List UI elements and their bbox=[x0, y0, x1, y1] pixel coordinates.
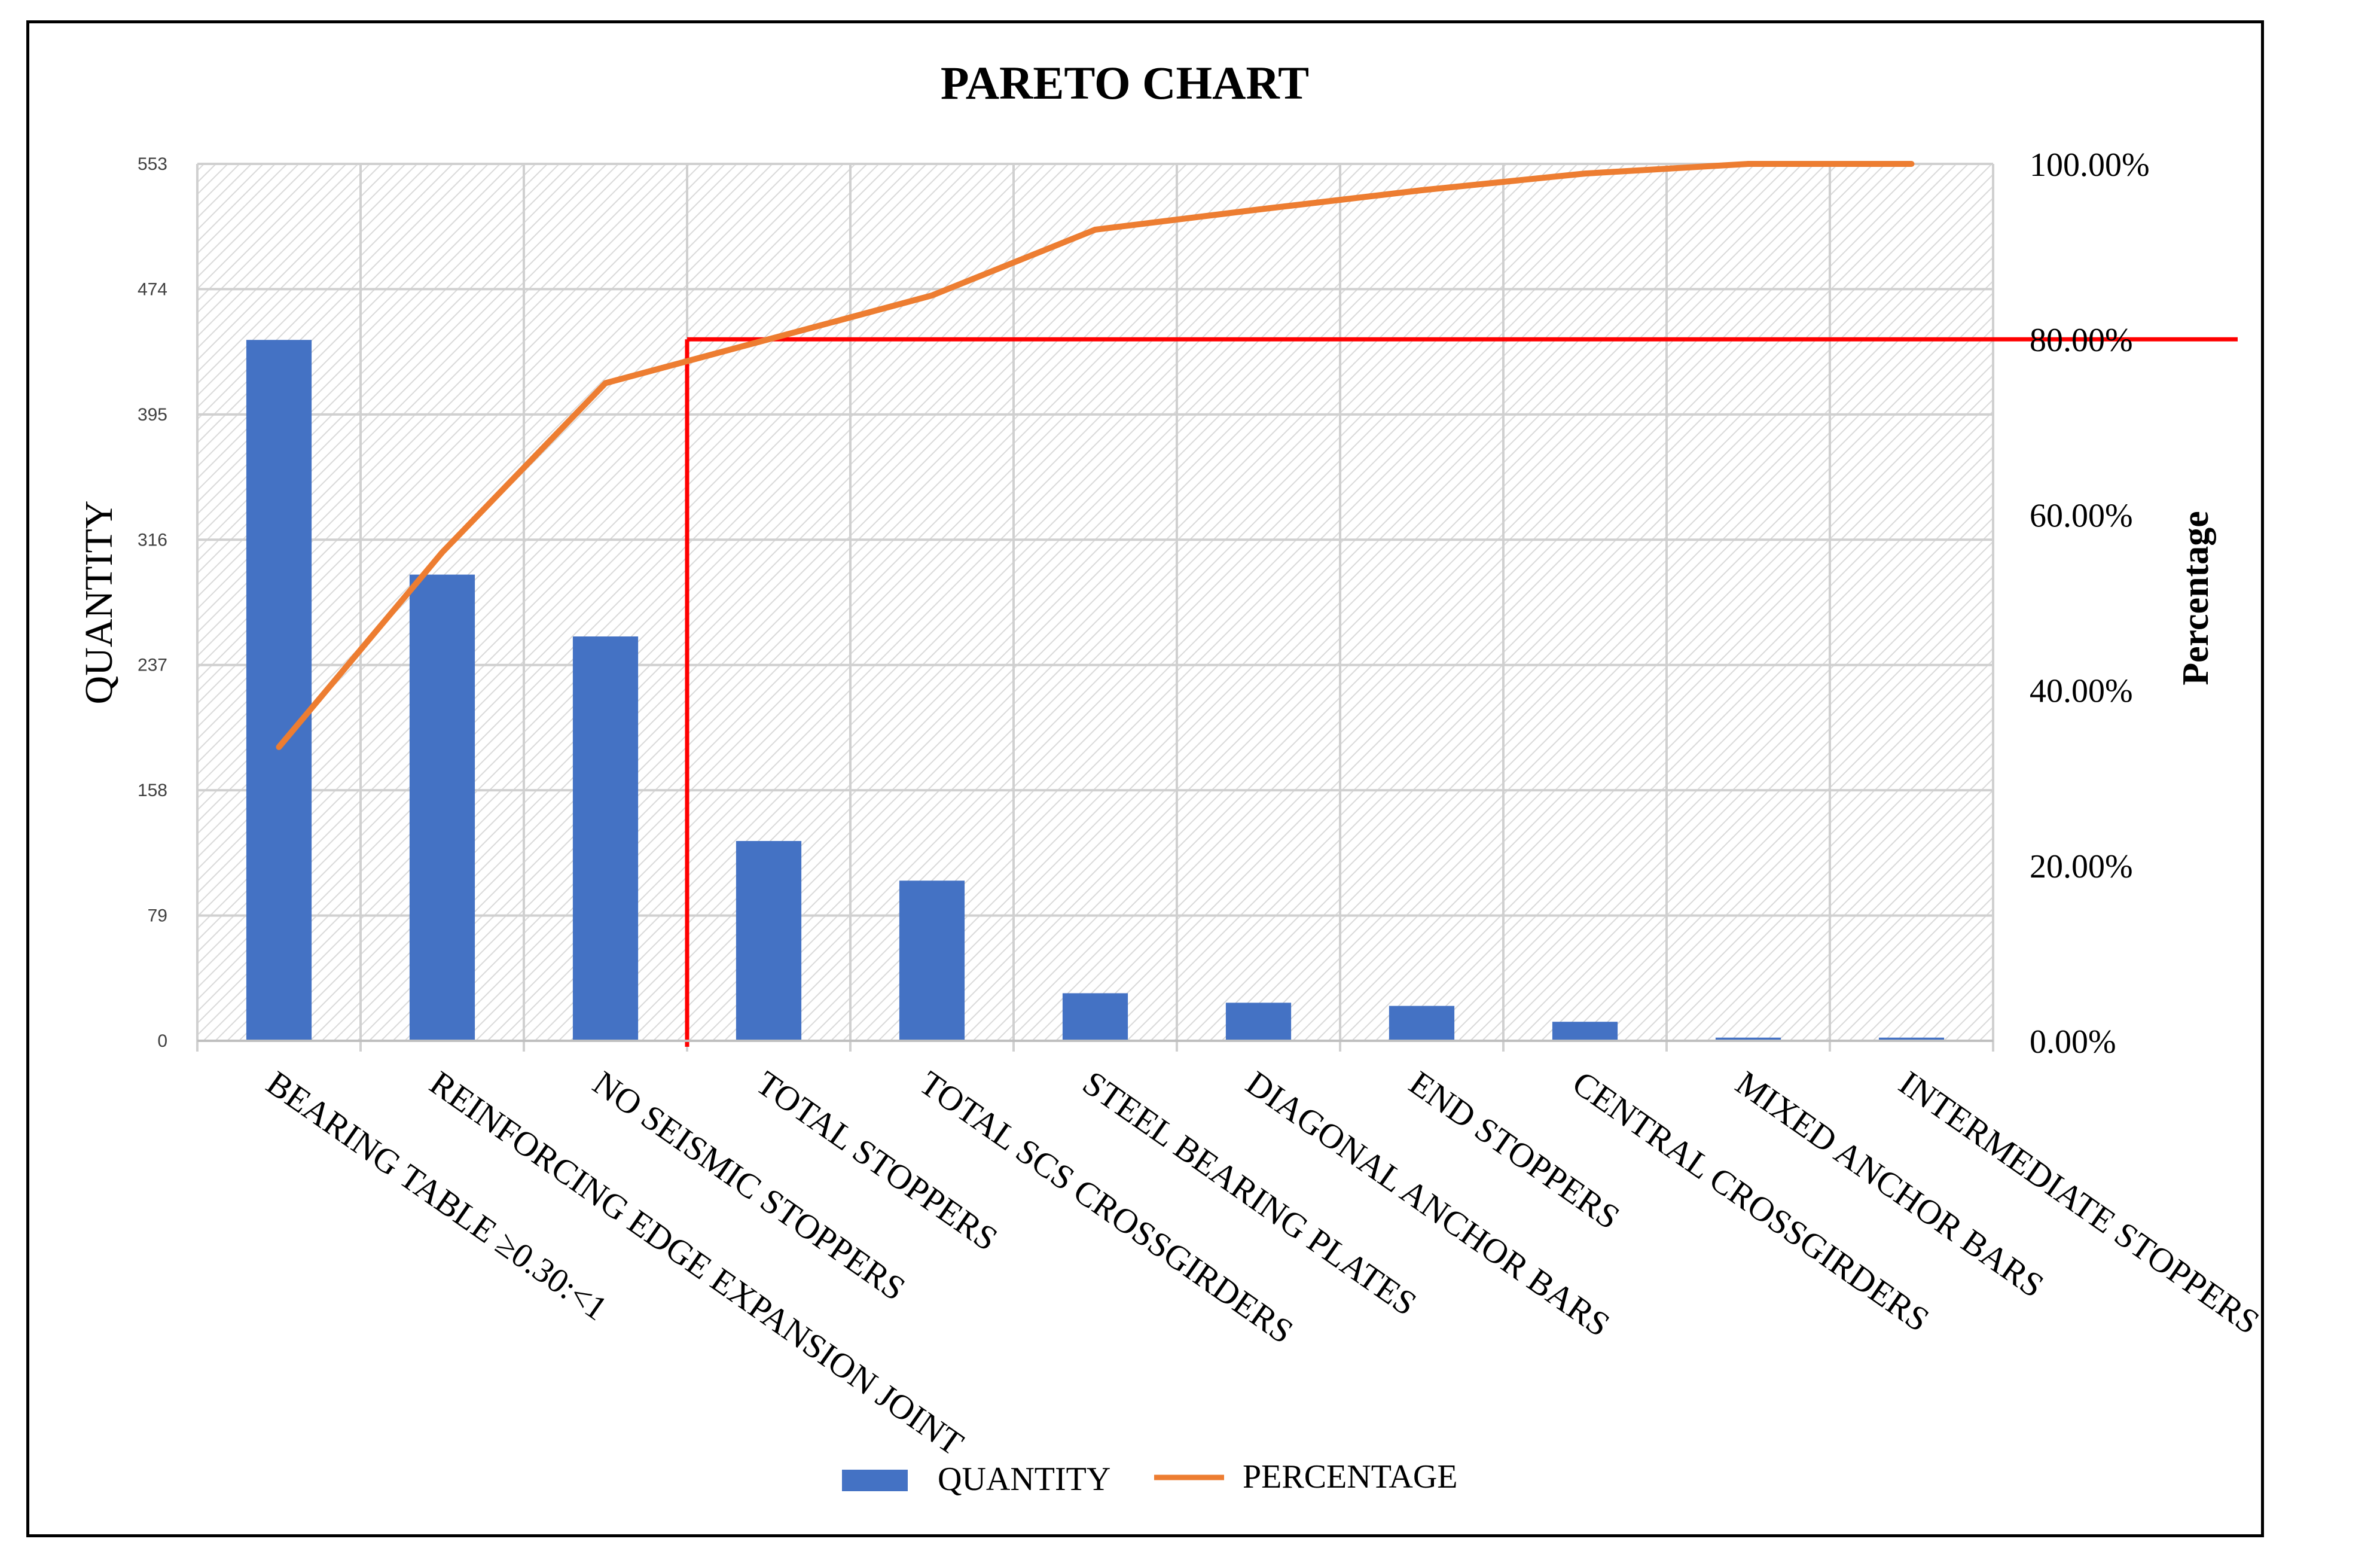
plot-area-background bbox=[197, 164, 1993, 1041]
bar-quantity bbox=[1389, 1006, 1455, 1041]
legend: QUANTITY PERCENTAGE bbox=[842, 1458, 1458, 1498]
percentage-line bbox=[276, 161, 1915, 750]
bar-quantity bbox=[1062, 993, 1128, 1041]
bar-series-quantity bbox=[246, 340, 1945, 1041]
legend-label-quantity: QUANTITY bbox=[938, 1461, 1110, 1498]
y-tick-label-left: 395 bbox=[138, 405, 167, 425]
bar-quantity bbox=[409, 574, 475, 1041]
gridlines bbox=[196, 163, 1994, 1052]
bar-quantity bbox=[1715, 1037, 1781, 1041]
bar-quantity bbox=[899, 880, 965, 1041]
legend-label-percentage: PERCENTAGE bbox=[1243, 1458, 1458, 1495]
y-tick-label-right: 60.00% bbox=[2030, 497, 2133, 534]
y-axis-title-right: Percentage bbox=[2175, 511, 2216, 685]
y-axis-title-left: QUANTITY bbox=[77, 501, 121, 705]
bar-quantity bbox=[1552, 1022, 1618, 1041]
y-tick-label-left: 158 bbox=[138, 781, 167, 800]
bar-quantity bbox=[1225, 1003, 1292, 1041]
pareto-threshold bbox=[685, 337, 2238, 1047]
y-tick-label-left: 474 bbox=[138, 279, 167, 299]
y-tick-label-left: 553 bbox=[138, 154, 167, 174]
bar-quantity bbox=[246, 340, 312, 1041]
y-tick-label-left: 79 bbox=[148, 906, 167, 926]
y-tick-label-left: 237 bbox=[138, 656, 167, 675]
chart-title: PARETO CHART bbox=[941, 57, 1309, 109]
bar-quantity bbox=[736, 840, 802, 1041]
bar-quantity bbox=[1878, 1037, 1945, 1041]
y-tick-label-right: 0.00% bbox=[2030, 1023, 2116, 1061]
x-tick-label: MIXED ANCHOR BARS bbox=[1729, 1063, 2051, 1305]
y-tick-label-right: 80.00% bbox=[2030, 322, 2133, 359]
x-tick-label: NO SEISMIC STOPPERS bbox=[586, 1063, 913, 1308]
y-tick-label-right: 40.00% bbox=[2030, 673, 2133, 710]
y-tick-label-right: 100.00% bbox=[2030, 147, 2150, 184]
line-series-percentage bbox=[276, 161, 1915, 750]
bar-quantity bbox=[572, 636, 639, 1041]
y-tick-label-left: 316 bbox=[138, 530, 167, 550]
legend-swatch-quantity bbox=[842, 1470, 908, 1491]
y-tick-label-right: 20.00% bbox=[2030, 848, 2133, 885]
y-tick-label-left: 0 bbox=[157, 1031, 167, 1051]
